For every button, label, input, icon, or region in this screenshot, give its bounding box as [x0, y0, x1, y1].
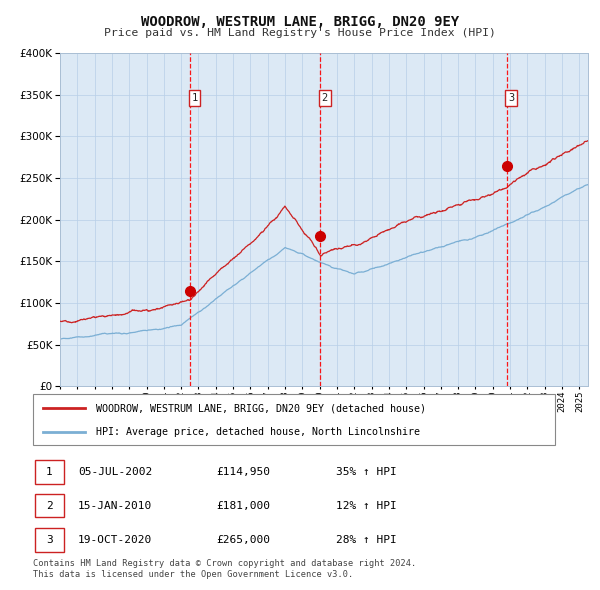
Text: Contains HM Land Registry data © Crown copyright and database right 2024.
This d: Contains HM Land Registry data © Crown c…	[33, 559, 416, 579]
Text: 1: 1	[46, 467, 53, 477]
Text: WOODROW, WESTRUM LANE, BRIGG, DN20 9EY: WOODROW, WESTRUM LANE, BRIGG, DN20 9EY	[141, 15, 459, 29]
Text: 2: 2	[322, 93, 328, 103]
FancyBboxPatch shape	[35, 528, 64, 552]
Text: 2: 2	[46, 501, 53, 510]
Text: 05-JUL-2002: 05-JUL-2002	[78, 467, 152, 477]
Text: £265,000: £265,000	[216, 535, 270, 545]
Text: 3: 3	[46, 535, 53, 545]
FancyBboxPatch shape	[33, 394, 555, 445]
Text: £181,000: £181,000	[216, 501, 270, 510]
Text: 28% ↑ HPI: 28% ↑ HPI	[336, 535, 397, 545]
Text: £114,950: £114,950	[216, 467, 270, 477]
Text: 3: 3	[508, 93, 514, 103]
Text: WOODROW, WESTRUM LANE, BRIGG, DN20 9EY (detached house): WOODROW, WESTRUM LANE, BRIGG, DN20 9EY (…	[95, 403, 425, 413]
Text: 15-JAN-2010: 15-JAN-2010	[78, 501, 152, 510]
Text: 19-OCT-2020: 19-OCT-2020	[78, 535, 152, 545]
FancyBboxPatch shape	[35, 460, 64, 484]
FancyBboxPatch shape	[35, 494, 64, 517]
Text: Price paid vs. HM Land Registry's House Price Index (HPI): Price paid vs. HM Land Registry's House …	[104, 28, 496, 38]
Text: 35% ↑ HPI: 35% ↑ HPI	[336, 467, 397, 477]
Text: 12% ↑ HPI: 12% ↑ HPI	[336, 501, 397, 510]
Text: HPI: Average price, detached house, North Lincolnshire: HPI: Average price, detached house, Nort…	[95, 427, 419, 437]
Text: 1: 1	[191, 93, 197, 103]
